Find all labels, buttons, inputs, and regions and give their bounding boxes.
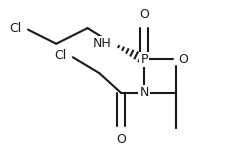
Text: Cl: Cl [54,49,67,62]
Text: NH: NH [92,37,110,50]
Text: P: P [140,53,147,66]
Text: O: O [139,8,148,21]
Text: O: O [115,133,125,146]
Text: Cl: Cl [10,22,22,35]
Text: O: O [178,53,188,66]
Text: N: N [139,86,148,99]
